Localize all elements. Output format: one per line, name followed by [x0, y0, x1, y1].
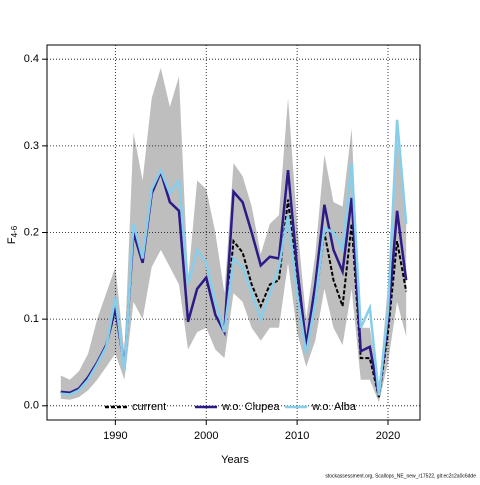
legend-label: w.o. Alba	[311, 401, 357, 413]
confidence-band	[60, 67, 407, 403]
y-tick-label: 0.1	[24, 313, 39, 325]
footer: stockassessment.org, Scallops_NE_new_r17…	[325, 473, 476, 479]
series-line	[60, 119, 408, 396]
y-tick-label: 0.4	[24, 53, 39, 65]
legend-label: current	[132, 401, 166, 413]
y-tick-label: 0.3	[24, 140, 39, 152]
x-axis-label: Years	[221, 454, 249, 466]
series-line	[60, 168, 408, 398]
y-tick-label: 0.2	[24, 226, 39, 238]
x-tick-label: 2020	[376, 430, 400, 442]
y-tick-label: 0.0	[24, 400, 39, 412]
plot-frame	[46, 44, 421, 421]
x-tick-label: 2010	[285, 430, 309, 442]
y-axis-label: F4-6	[6, 225, 19, 244]
y-label-main: F	[6, 237, 18, 244]
y-label-sub: 4-6	[10, 225, 19, 237]
x-tick-label: 1990	[103, 430, 127, 442]
x-tick-label: 2000	[194, 430, 218, 442]
legend-label: w.o. Clupea	[221, 401, 280, 413]
